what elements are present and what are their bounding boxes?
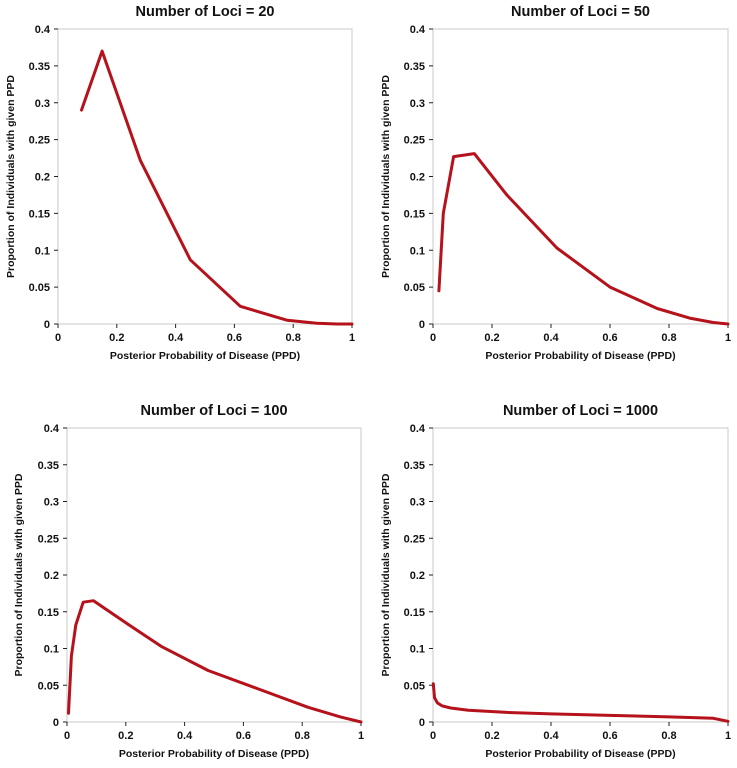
y-tick-label: 0.05 <box>38 680 59 692</box>
x-tick-label: 0.2 <box>484 730 499 742</box>
x-axis-label: Posterior Probability of Disease (PPD) <box>485 748 675 760</box>
y-tick-label: 0.05 <box>404 282 425 294</box>
y-tick-label: 0.4 <box>35 24 51 36</box>
x-tick-label: 0 <box>64 730 70 742</box>
y-tick-label: 0.1 <box>410 644 425 656</box>
x-tick-label: 0 <box>55 332 61 344</box>
y-tick-label: 0.15 <box>404 208 425 220</box>
x-tick-label: 0 <box>430 332 436 344</box>
series-line <box>80 49 354 326</box>
chart-title: Number of Loci = 50 <box>511 4 650 20</box>
series-line <box>67 599 363 724</box>
x-tick-label: 1 <box>358 730 364 742</box>
x-tick-label: 0.8 <box>661 730 676 742</box>
chart-panel-3: Number of Loci = 100 0 0.2 0.4 0.6 0.8 1 0 0.05 0… <box>13 403 364 760</box>
x-axis-label: Posterior Probability of Disease (PPD) <box>119 748 309 760</box>
y-tick-label: 0.3 <box>410 497 425 509</box>
x-tick-label: 0.6 <box>227 332 242 344</box>
y-tick-label: 0.4 <box>44 423 60 435</box>
plot-frame <box>66 427 362 723</box>
y-tick-label: 0.35 <box>38 460 59 472</box>
y-tick-label: 0.15 <box>404 607 425 619</box>
y-tick-label: 0 <box>44 319 50 331</box>
x-tick-label: 0.6 <box>236 730 251 742</box>
y-tick-label: 0 <box>53 717 59 729</box>
y-tick-label: 0.25 <box>404 135 425 147</box>
y-tick-label: 0.35 <box>29 61 50 73</box>
y-tick-label: 0.25 <box>38 533 59 545</box>
y-axis-label: Proportion of Individuals with given PPD <box>5 75 17 278</box>
x-tick-label: 1 <box>349 332 355 344</box>
chart-title: Number of Loci = 20 <box>136 4 275 20</box>
y-tick-label: 0 <box>419 319 425 331</box>
x-tick-label: 0.4 <box>543 332 559 344</box>
y-tick-label: 0 <box>419 717 425 729</box>
x-tick-label: 0.6 <box>602 730 617 742</box>
y-tick-label: 0.3 <box>35 98 50 110</box>
chart-panel-1: Number of Loci = 20 0 0.2 0.4 0.6 0.8 1 0 0.05 0.… <box>5 4 355 362</box>
y-tick-label: 0.25 <box>29 135 50 147</box>
y-tick-label: 0.2 <box>410 172 425 184</box>
series-line <box>431 682 730 723</box>
x-tick-label: 0.2 <box>484 332 499 344</box>
y-tick-label: 0.2 <box>35 172 50 184</box>
y-tick-label: 0.3 <box>44 497 59 509</box>
x-tick-label: 0.8 <box>661 332 676 344</box>
chart-panel-2: Number of Loci = 50 0 0.2 0.4 0.6 0.8 1 0 0.05 0.… <box>380 4 731 362</box>
x-tick-label: 0.8 <box>286 332 301 344</box>
series-line <box>437 152 730 326</box>
y-tick-label: 0.35 <box>404 460 425 472</box>
chart-title: Number of Loci = 1000 <box>503 403 658 419</box>
plot-frame <box>432 28 729 325</box>
x-axis-label: Posterior Probability of Disease (PPD) <box>110 350 300 362</box>
x-tick-label: 0.4 <box>168 332 184 344</box>
y-axis-label: Proportion of Individuals with given PPD <box>13 473 25 676</box>
x-tick-label: 0.2 <box>109 332 124 344</box>
x-tick-label: 0.2 <box>118 730 133 742</box>
x-tick-label: 1 <box>725 332 731 344</box>
y-axis-label: Proportion of Individuals with given PPD <box>380 473 392 676</box>
chart-panel-4: Number of Loci = 1000 0 0.2 0.4 0.6 0.8 1 0 0.05… <box>380 403 731 760</box>
y-axis-label: Proportion of Individuals with given PPD <box>380 75 392 278</box>
y-tick-label: 0.05 <box>29 282 50 294</box>
plot-frame <box>57 28 353 325</box>
y-tick-label: 0.4 <box>410 423 426 435</box>
chart-title: Number of Loci = 100 <box>140 403 287 419</box>
x-tick-label: 0.4 <box>543 730 559 742</box>
y-tick-label: 0.25 <box>404 533 425 545</box>
x-tick-label: 0 <box>430 730 436 742</box>
y-tick-label: 0.1 <box>35 245 50 257</box>
y-tick-label: 0.35 <box>404 61 425 73</box>
x-tick-label: 1 <box>725 730 731 742</box>
y-tick-label: 0.2 <box>44 570 59 582</box>
y-tick-label: 0.3 <box>410 98 425 110</box>
x-tick-label: 0.6 <box>602 332 617 344</box>
y-tick-label: 0.05 <box>404 680 425 692</box>
y-tick-label: 0.4 <box>410 24 426 36</box>
plot-frame <box>432 427 729 723</box>
y-tick-label: 0.2 <box>410 570 425 582</box>
y-tick-label: 0.1 <box>410 245 425 257</box>
x-tick-label: 0.8 <box>295 730 310 742</box>
y-tick-label: 0.1 <box>44 644 59 656</box>
y-tick-label: 0.15 <box>38 607 59 619</box>
x-tick-label: 0.4 <box>177 730 193 742</box>
x-axis-label: Posterior Probability of Disease (PPD) <box>485 350 675 362</box>
y-tick-label: 0.15 <box>29 208 50 220</box>
